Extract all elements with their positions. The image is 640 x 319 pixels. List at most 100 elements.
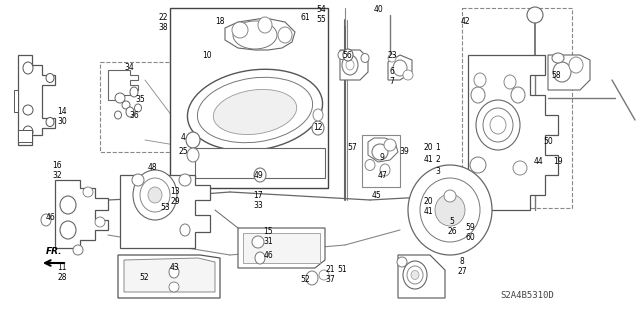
Ellipse shape — [511, 87, 525, 103]
Ellipse shape — [180, 224, 190, 236]
Ellipse shape — [444, 190, 456, 202]
Text: 50: 50 — [543, 137, 553, 146]
Text: 18: 18 — [215, 18, 225, 26]
Text: 10: 10 — [202, 50, 212, 60]
Ellipse shape — [255, 252, 265, 264]
Ellipse shape — [346, 60, 354, 70]
Text: 46: 46 — [45, 213, 55, 222]
Polygon shape — [243, 233, 320, 263]
Text: 41: 41 — [423, 207, 433, 217]
Ellipse shape — [232, 22, 248, 38]
Ellipse shape — [372, 144, 388, 160]
Ellipse shape — [403, 70, 413, 80]
Ellipse shape — [474, 73, 486, 87]
Ellipse shape — [130, 87, 138, 97]
Ellipse shape — [384, 139, 396, 151]
Ellipse shape — [420, 178, 480, 242]
Ellipse shape — [254, 168, 266, 182]
Ellipse shape — [197, 77, 312, 143]
Text: 37: 37 — [325, 276, 335, 285]
Ellipse shape — [258, 17, 272, 33]
Ellipse shape — [397, 257, 407, 267]
Polygon shape — [340, 50, 368, 80]
Ellipse shape — [115, 93, 125, 103]
Text: 17: 17 — [253, 190, 263, 199]
Text: 11: 11 — [57, 263, 67, 272]
Ellipse shape — [343, 49, 353, 61]
Ellipse shape — [306, 271, 318, 285]
Polygon shape — [368, 138, 398, 162]
Ellipse shape — [46, 73, 54, 83]
Bar — [18, 130, 32, 142]
Polygon shape — [108, 70, 138, 100]
Text: 20: 20 — [423, 197, 433, 206]
Polygon shape — [120, 175, 210, 248]
Text: 61: 61 — [300, 13, 310, 23]
Ellipse shape — [393, 60, 407, 76]
Text: 52: 52 — [139, 273, 149, 283]
Polygon shape — [225, 18, 295, 50]
Text: 43: 43 — [169, 263, 179, 272]
Text: 42: 42 — [460, 18, 470, 26]
Ellipse shape — [169, 266, 179, 278]
Text: 40: 40 — [373, 5, 383, 14]
Polygon shape — [238, 228, 325, 268]
Text: 23: 23 — [387, 50, 397, 60]
Text: 59: 59 — [465, 224, 475, 233]
Text: 27: 27 — [457, 268, 467, 277]
Text: 44: 44 — [533, 158, 543, 167]
Text: 41: 41 — [423, 155, 433, 165]
Text: 30: 30 — [57, 117, 67, 127]
Ellipse shape — [408, 165, 492, 255]
Ellipse shape — [312, 121, 324, 135]
Text: 55: 55 — [316, 14, 326, 24]
Text: 52: 52 — [300, 276, 310, 285]
Text: 45: 45 — [371, 190, 381, 199]
Ellipse shape — [252, 236, 264, 248]
Bar — [362, 135, 400, 187]
Ellipse shape — [338, 50, 346, 60]
Text: 26: 26 — [447, 227, 457, 236]
Text: 39: 39 — [399, 147, 409, 157]
Text: 21: 21 — [325, 265, 335, 275]
Ellipse shape — [179, 174, 191, 186]
Ellipse shape — [148, 187, 162, 203]
Ellipse shape — [342, 55, 358, 75]
Text: 48: 48 — [147, 164, 157, 173]
Polygon shape — [124, 258, 215, 292]
Text: 49: 49 — [253, 170, 263, 180]
Polygon shape — [18, 55, 55, 145]
Ellipse shape — [471, 87, 485, 103]
Text: FR.: FR. — [45, 247, 62, 256]
Text: 8: 8 — [460, 257, 465, 266]
Text: 53: 53 — [160, 204, 170, 212]
Ellipse shape — [187, 148, 199, 162]
Text: 5: 5 — [449, 218, 454, 226]
Text: 38: 38 — [158, 23, 168, 32]
Text: 4: 4 — [180, 133, 186, 143]
Text: 7: 7 — [390, 78, 394, 86]
Ellipse shape — [476, 100, 520, 150]
Text: 19: 19 — [553, 158, 563, 167]
Text: 60: 60 — [465, 234, 475, 242]
Ellipse shape — [233, 21, 277, 49]
Text: 2: 2 — [436, 155, 440, 165]
Ellipse shape — [278, 27, 292, 43]
Ellipse shape — [470, 157, 486, 173]
Text: 33: 33 — [253, 201, 263, 210]
Text: 15: 15 — [263, 227, 273, 236]
Text: 56: 56 — [342, 50, 352, 60]
Ellipse shape — [140, 178, 170, 212]
Polygon shape — [548, 55, 590, 90]
Ellipse shape — [504, 75, 516, 89]
Text: 13: 13 — [170, 188, 180, 197]
Ellipse shape — [407, 266, 423, 284]
Ellipse shape — [126, 107, 134, 117]
Text: 31: 31 — [263, 238, 273, 247]
Ellipse shape — [186, 132, 200, 148]
Ellipse shape — [60, 196, 76, 214]
Text: 22: 22 — [158, 13, 168, 23]
Polygon shape — [55, 180, 108, 248]
Ellipse shape — [46, 117, 54, 127]
Text: 6: 6 — [390, 66, 394, 76]
